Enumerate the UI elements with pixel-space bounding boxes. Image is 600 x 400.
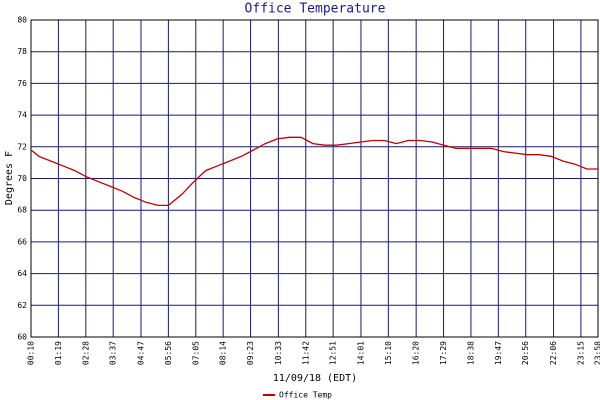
- x-tick-label: 04:47: [136, 341, 145, 365]
- y-tick-label: 80: [17, 16, 27, 25]
- x-tick-label: 18:38: [466, 341, 475, 365]
- x-tick-label: 23:15: [576, 341, 585, 365]
- y-tick-label: 64: [17, 269, 27, 278]
- x-tick-label: 16:20: [412, 341, 421, 365]
- x-tick-label: 02:28: [81, 341, 90, 365]
- y-axis-label: Degrees F: [4, 151, 15, 205]
- x-tick-label: 01:19: [54, 341, 63, 365]
- y-tick-label: 70: [17, 174, 27, 183]
- x-tick-label: 03:37: [109, 341, 118, 365]
- y-tick-label: 62: [17, 301, 27, 310]
- x-tick-label: 14:01: [356, 341, 365, 365]
- x-tick-label: 09:23: [246, 341, 255, 365]
- x-tick-label: 07:05: [191, 341, 200, 365]
- x-tick-label: 12:51: [329, 341, 338, 365]
- legend-swatch: [263, 394, 275, 396]
- y-tick-label: 72: [17, 142, 27, 151]
- x-tick-label: 19:47: [494, 341, 503, 365]
- x-tick-label: 17:29: [439, 341, 448, 365]
- y-tick-label: 60: [17, 333, 27, 342]
- data-line: [30, 136, 598, 207]
- legend-label: Office Temp: [279, 391, 332, 400]
- y-tick-label: 74: [17, 111, 27, 120]
- x-tick-label: 20:56: [521, 341, 530, 365]
- x-tick-label: 23:58: [594, 341, 600, 365]
- x-tick-label: 08:14: [219, 341, 228, 365]
- y-tick-label: 66: [17, 237, 27, 246]
- x-tick-label: 05:56: [164, 341, 173, 365]
- x-tick-label: 15:10: [384, 341, 393, 365]
- x-tick-label: 00:10: [27, 341, 36, 365]
- x-tick-label: 10:33: [274, 341, 283, 365]
- y-tick-label: 78: [17, 47, 27, 56]
- y-tick-label: 68: [17, 206, 27, 215]
- y-tick-label: 76: [17, 79, 27, 88]
- plot-border: [30, 19, 599, 338]
- x-tick-label: 22:06: [549, 341, 558, 365]
- chart-title: Office Temperature: [245, 2, 386, 17]
- x-axis-label: 11/09/18 (EDT): [273, 373, 357, 384]
- x-tick-label: 11:42: [301, 341, 310, 365]
